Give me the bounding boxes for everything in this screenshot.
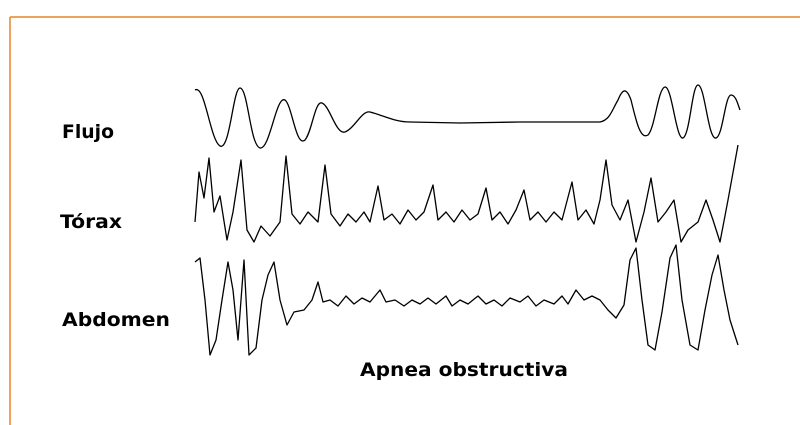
thorax-wave xyxy=(194,144,739,243)
abdomen-wave xyxy=(194,244,739,356)
flow-wave xyxy=(194,84,741,149)
thorax-label: Tórax xyxy=(60,211,122,233)
caption: Apnea obstructiva xyxy=(360,359,568,381)
flow-label: Flujo xyxy=(62,121,114,143)
abdomen-label: Abdomen xyxy=(62,309,170,331)
